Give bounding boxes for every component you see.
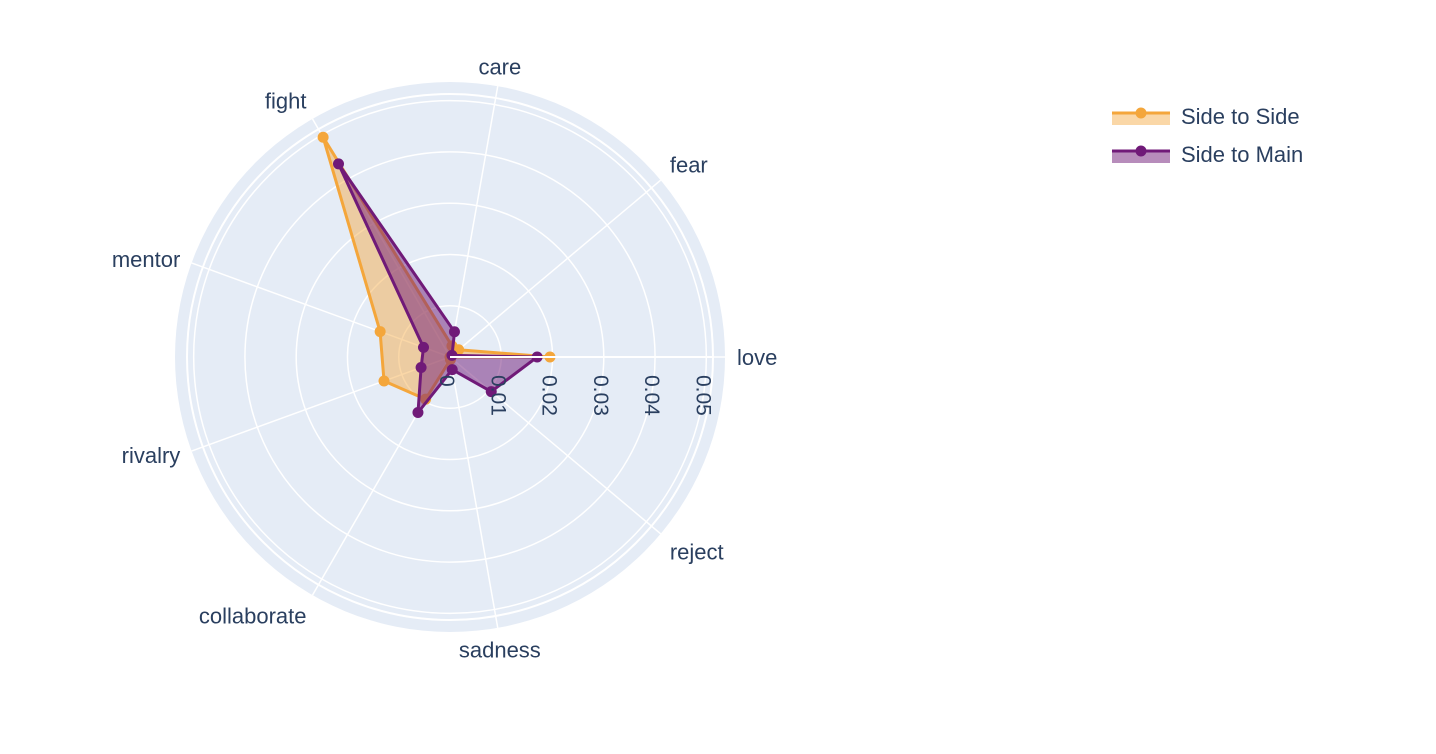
angular-axis-labels: love fear care fight mentor rivalry collaborat… (112, 54, 778, 662)
angular-gridline-rivalry (191, 356, 451, 452)
data-point-rivalry[interactable] (415, 362, 427, 374)
angular-label-collaborate: collaborate (199, 604, 307, 629)
radial-tick-label: 0.05 (691, 375, 714, 416)
angular-label-sadness: sadness (459, 638, 541, 663)
legend[interactable]: Side to Side Side to Main (1112, 104, 1303, 167)
angular-label-care: care (478, 54, 521, 79)
data-point-fight[interactable] (317, 131, 329, 143)
data-point-mentor[interactable] (374, 326, 386, 338)
data-point-sadness[interactable] (446, 364, 458, 376)
angular-gridline-mentor (191, 262, 451, 358)
angular-label-rivalry: rivalry (122, 443, 181, 468)
radial-tick-label: 0.03 (589, 375, 612, 416)
data-point-care[interactable] (448, 326, 460, 338)
data-point-fear[interactable] (446, 349, 458, 361)
radial-tick-label: 0.02 (538, 375, 561, 416)
radial-axis: 0 0.01 0.02 0.03 0.04 0.05 (435, 356, 714, 416)
legend-marker (1135, 107, 1147, 119)
angular-label-fight: fight (265, 88, 307, 113)
data-point-mentor[interactable] (418, 341, 430, 353)
series-area (337, 162, 539, 414)
radial-tick-label: 0 (435, 375, 458, 387)
angular-gridline-sadness (449, 356, 499, 628)
radial-tick-label: 0.01 (486, 375, 509, 416)
legend-item-side-to-main[interactable]: Side to Main (1112, 142, 1303, 167)
legend-swatch (1112, 113, 1170, 125)
legend-item-side-to-side[interactable]: Side to Side (1112, 104, 1300, 129)
angular-label-love: love (737, 345, 777, 370)
angular-gridline-fear (449, 179, 662, 358)
angular-label-reject: reject (670, 539, 724, 564)
angular-label-fear: fear (670, 153, 708, 178)
series-side-to-main (332, 158, 543, 418)
legend-marker (1135, 145, 1147, 157)
data-point-reject[interactable] (485, 386, 497, 398)
data-point-collaborate[interactable] (412, 406, 424, 418)
radial-tick-label: 0.04 (640, 375, 663, 416)
data-point-rivalry[interactable] (378, 375, 390, 387)
angular-label-mentor: mentor (112, 247, 180, 272)
data-point-fight[interactable] (332, 158, 344, 170)
legend-swatch (1112, 151, 1170, 163)
legend-label: Side to Main (1181, 142, 1303, 167)
series-layer (317, 131, 556, 418)
angular-gridline-care (449, 86, 499, 358)
legend-label: Side to Side (1181, 104, 1300, 129)
